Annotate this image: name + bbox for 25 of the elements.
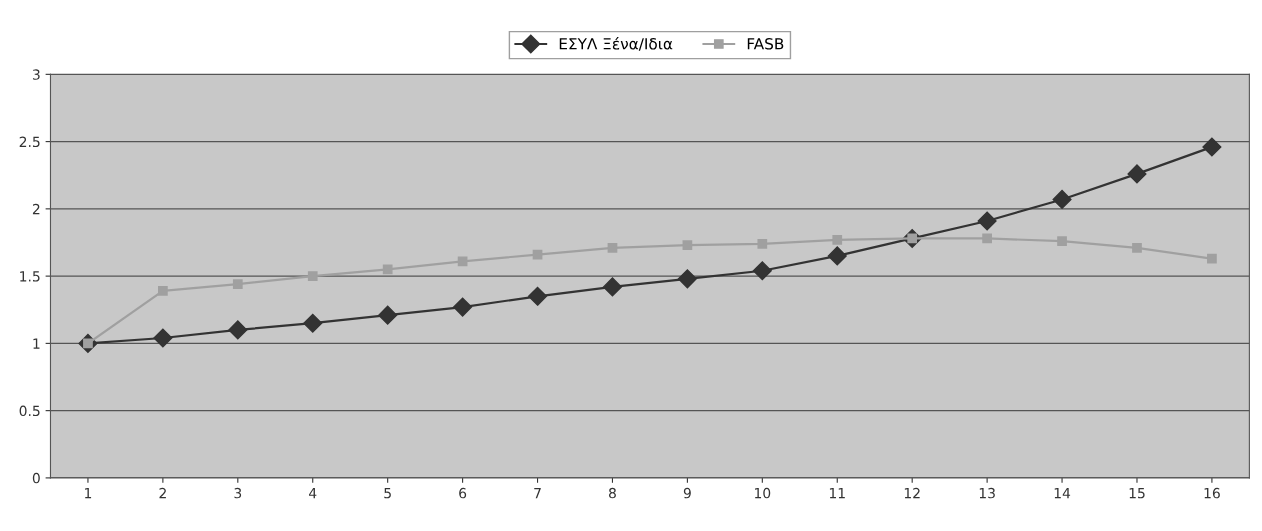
legend-label: ΕΣΥΛ Ξένα/Ιδια: [559, 37, 673, 51]
x-tick-label: 8: [608, 487, 616, 499]
x-tick-label: 16: [1204, 487, 1220, 499]
x-tick-label: 11: [829, 488, 845, 499]
x-tick-label: 2: [159, 487, 166, 499]
y-tick-label: 1.5: [20, 271, 40, 282]
y-tick-label: 1: [33, 338, 40, 349]
x-tick-label: 7: [534, 488, 541, 499]
x-tick-label: 9: [683, 487, 691, 499]
y-tick-label: 2: [32, 203, 40, 215]
x-tick-label: 6: [459, 487, 467, 499]
x-tick-label: 1: [85, 488, 92, 499]
x-tick-label: 14: [1054, 488, 1071, 499]
y-tick-label: 3: [32, 69, 40, 80]
x-tick-label: 3: [234, 487, 242, 499]
x-tick-label: 10: [755, 487, 771, 499]
x-tick-label: 5: [384, 488, 391, 499]
y-tick-label: 0.5: [19, 405, 40, 417]
x-tick-label: 13: [979, 487, 995, 499]
legend-label: FASB: [747, 38, 784, 50]
x-tick-label: 12: [904, 487, 920, 499]
x-tick-label: 15: [1129, 488, 1145, 499]
y-tick-label: 0: [32, 472, 40, 484]
x-tick-label: 4: [309, 488, 317, 499]
y-tick-label: 2.5: [19, 136, 40, 148]
